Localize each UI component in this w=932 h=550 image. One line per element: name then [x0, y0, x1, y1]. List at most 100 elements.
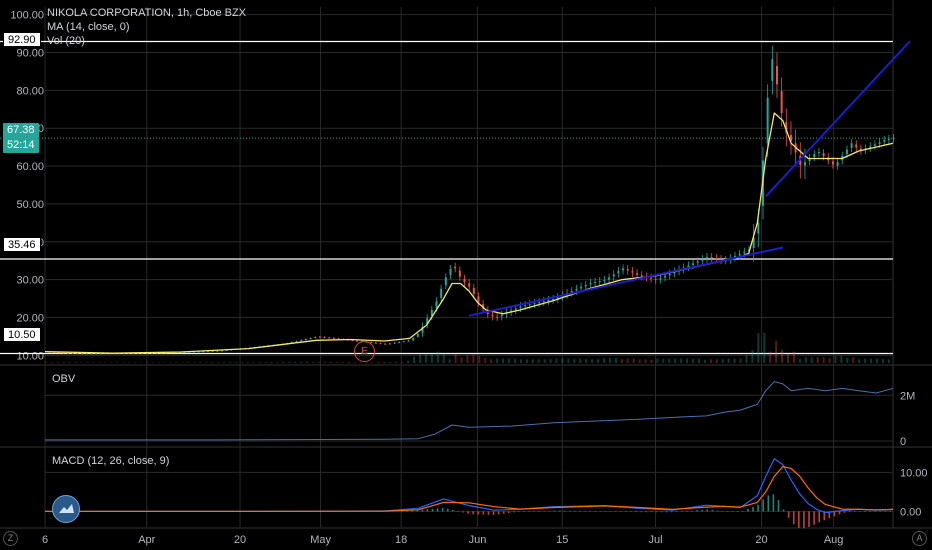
volume-bar	[739, 358, 742, 363]
price-candle-body	[468, 283, 471, 287]
obv-line	[45, 381, 894, 441]
timezone-toggle-button[interactable]: Z	[3, 531, 18, 546]
price-candle-body	[696, 261, 699, 263]
macd-histogram-bar	[553, 510, 556, 512]
price-candle-body	[785, 122, 788, 133]
price-candle-body	[766, 97, 769, 144]
price-candle-body	[589, 283, 592, 285]
macd-histogram-bar	[625, 511, 627, 512]
volume-bar	[881, 359, 884, 363]
volume-bar	[234, 362, 237, 363]
price-candle-body	[155, 352, 158, 354]
volume-bar	[798, 358, 801, 363]
volume-bar	[199, 362, 202, 363]
macd-histogram-bar	[808, 511, 810, 527]
macd-tick-label: 10.00	[900, 467, 928, 479]
auto-scale-button[interactable]: A	[912, 531, 927, 546]
macd-histogram-bar	[421, 509, 424, 512]
volume-bar	[276, 362, 279, 363]
price-candle-body	[421, 326, 424, 333]
volume-bar	[175, 362, 178, 363]
volume-bar	[561, 358, 564, 363]
price-candle-body	[304, 339, 307, 341]
time-tick-label: 20	[234, 534, 246, 546]
price-candle-body	[62, 352, 65, 354]
price-candle-body	[444, 277, 447, 286]
volume-bar	[270, 362, 273, 363]
price-candle-body	[654, 278, 657, 280]
obv-legend[interactable]: OBV	[52, 372, 75, 386]
tradingview-logo-icon[interactable]	[52, 495, 80, 523]
price-tick-label: 50.00	[16, 199, 44, 211]
macd-histogram-bar	[579, 510, 581, 512]
macd-histogram-bar	[574, 510, 576, 512]
price-candle-body	[482, 304, 485, 309]
macd-histogram-bar	[864, 511, 866, 512]
macd-histogram-bar	[441, 508, 444, 512]
volume-bar	[781, 349, 784, 363]
macd-histogram-bar	[548, 510, 551, 512]
volume-bar	[751, 350, 754, 363]
price-candle-body	[220, 350, 223, 352]
volume-bar	[680, 358, 683, 363]
price-candle-body	[608, 277, 611, 280]
macd-histogram-bar	[706, 509, 709, 512]
ma-indicator-label[interactable]: MA (14, close, 0)	[47, 21, 130, 33]
price-candle-body	[803, 162, 806, 166]
trendline	[765, 40, 911, 198]
volume-bar	[341, 362, 344, 363]
price-candle-body	[636, 273, 639, 275]
volume-bar	[139, 362, 142, 363]
trendline	[468, 246, 784, 317]
volume-bar	[870, 358, 873, 363]
time-tick-label: May	[310, 534, 331, 546]
macd-histogram-bar	[482, 511, 485, 515]
macd-histogram-bar	[701, 509, 703, 512]
price-candle-body	[393, 342, 396, 344]
macd-histogram-bar	[818, 511, 820, 523]
macd-histogram-bar	[406, 510, 408, 512]
macd-histogram-bar	[670, 511, 673, 513]
macd-histogram-bar	[487, 511, 490, 515]
macd-histogram-bar	[686, 511, 688, 512]
price-candle-body	[295, 341, 298, 343]
volume-bar	[116, 362, 119, 363]
symbol-title[interactable]: NIKOLA CORPORATION, 1h, Cboe BZX	[47, 7, 247, 19]
earnings-marker[interactable]: E	[354, 341, 375, 362]
volume-bar	[478, 355, 481, 363]
price-candle-body	[90, 353, 93, 355]
macd-histogram-bar	[513, 511, 515, 513]
volume-bar	[727, 358, 730, 363]
macd-histogram-bar	[431, 508, 434, 512]
volume-bar	[567, 358, 570, 363]
macd-histogram-bar	[457, 511, 459, 512]
price-candle-body	[141, 352, 144, 354]
volume-bar	[258, 362, 261, 363]
volume-bar	[430, 353, 433, 363]
volume-bar	[389, 362, 392, 363]
level-tag-top: 92.90	[3, 32, 41, 47]
volume-bar	[775, 340, 778, 363]
volume-bar	[454, 354, 457, 363]
volume-bar	[80, 362, 83, 363]
volume-bar	[703, 359, 706, 363]
price-candle-body	[76, 353, 79, 355]
volume-bar	[56, 362, 59, 363]
volume-bar	[359, 362, 362, 363]
volume-bar	[840, 355, 843, 363]
volume-indicator-label[interactable]: Vol (20)	[47, 35, 85, 47]
price-candle-body	[491, 314, 494, 317]
price-candle-body	[598, 281, 601, 283]
macd-legend[interactable]: MACD (12, 26, close, 9)	[52, 454, 169, 468]
price-candle-body	[328, 337, 331, 339]
price-candle-body	[594, 282, 597, 284]
macd-histogram-bar	[691, 510, 693, 512]
price-candle-body	[211, 350, 214, 352]
price-candle-body	[664, 275, 667, 278]
price-candle-body	[542, 301, 545, 303]
macd-histogram-bar	[538, 510, 541, 512]
volume-bar	[828, 358, 831, 363]
price-candle-body	[192, 351, 195, 353]
price-candle-body	[869, 146, 872, 148]
price-candle-body	[738, 253, 741, 256]
